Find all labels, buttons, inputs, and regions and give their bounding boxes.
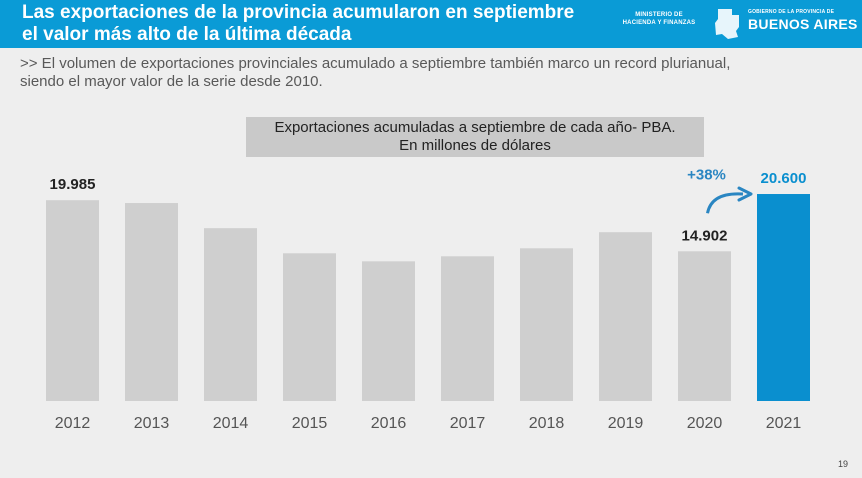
gobierno-small-text: GOBIERNO DE LA PROVINCIA DE <box>748 9 835 15</box>
growth-annotation-label: +38% <box>687 166 726 183</box>
x-tick-label-2012: 2012 <box>55 415 91 432</box>
bar-2017 <box>441 256 494 401</box>
slide-title: Las exportaciones de la provincia acumul… <box>22 2 612 46</box>
bar-2016 <box>362 261 415 401</box>
ministerio-line-2: HACIENDA Y FINANZAS <box>622 20 696 26</box>
ministerio-line-1: MINISTERIO DE <box>635 12 683 18</box>
x-tick-label-2017: 2017 <box>450 415 486 432</box>
bar-2021 <box>757 194 810 401</box>
x-tick-label-2016: 2016 <box>371 415 407 432</box>
slide-title-line-2: el valor más alto de la última década <box>22 24 352 45</box>
chart-title-box: Exportaciones acumuladas a septiembre de… <box>246 117 704 157</box>
bar-2020 <box>678 251 731 401</box>
x-tick-label-2013: 2013 <box>134 415 170 432</box>
chart-subtitle: En millones de dólares <box>399 137 551 154</box>
x-tick-label-2018: 2018 <box>529 415 565 432</box>
data-label-2021: 20.600 <box>761 170 807 187</box>
bar-2015 <box>283 253 336 401</box>
data-label-2012: 19.985 <box>50 176 96 193</box>
gobierno-logo-text: GOBIERNO DE LA PROVINCIA DE BUENOS AIRES <box>748 9 858 32</box>
slide-subtitle: >> El volumen de exportaciones provincia… <box>20 55 840 91</box>
x-tick-label-2015: 2015 <box>292 415 328 432</box>
x-tick-label-2021: 2021 <box>766 415 802 432</box>
x-tick-label-2020: 2020 <box>687 415 723 432</box>
growth-arrow-head <box>737 186 753 202</box>
slide-subtitle-line-2: siendo el mayor valor de la serie desde … <box>20 73 323 90</box>
bar-2013 <box>125 203 178 401</box>
slide-subtitle-line-1: >> El volumen de exportaciones provincia… <box>20 55 731 72</box>
growth-arrow <box>706 192 744 214</box>
bar-2018 <box>520 248 573 401</box>
gobierno-big-text: BUENOS AIRES <box>748 16 858 32</box>
x-tick-label-2019: 2019 <box>608 415 644 432</box>
province-map-icon <box>715 9 739 39</box>
slide-title-line-1: Las exportaciones de la provincia acumul… <box>22 2 575 23</box>
slide-header: Las exportaciones de la provincia acumul… <box>0 0 862 48</box>
bar-2019 <box>599 232 652 401</box>
bar-2014 <box>204 228 257 401</box>
page-number: 19 <box>837 459 848 469</box>
x-tick-label-2014: 2014 <box>213 415 249 432</box>
chart-title: Exportaciones acumuladas a septiembre de… <box>274 119 676 136</box>
ministerio-logo-text: MINISTERIO DE HACIENDA Y FINANZAS <box>614 11 704 27</box>
data-label-2020: 14.902 <box>682 227 728 244</box>
bar-2012 <box>46 200 99 401</box>
